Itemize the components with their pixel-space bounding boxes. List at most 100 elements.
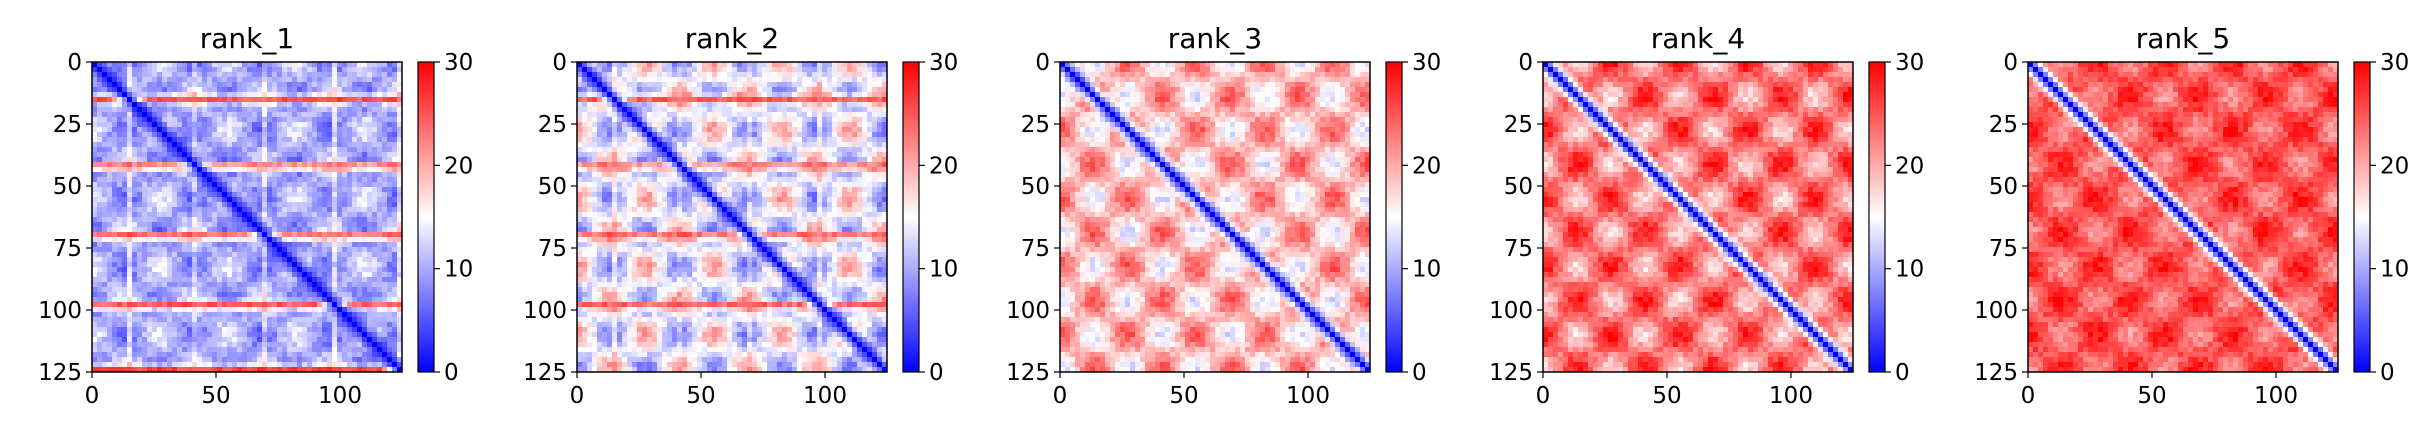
heatmap-cell: [287, 297, 293, 303]
heatmap-cell: [312, 87, 318, 93]
heatmap-cell: [352, 202, 358, 208]
heatmap-cell: [227, 287, 233, 293]
heatmap-cell: [707, 107, 713, 113]
heatmap-cell: [322, 197, 328, 203]
heatmap-cell: [122, 142, 128, 148]
heatmap-cell: [217, 237, 223, 243]
heatmap-cell: [392, 197, 398, 203]
heatmap-cell: [757, 132, 763, 138]
heatmap-cell: [192, 232, 198, 238]
heatmap-cell: [282, 127, 288, 133]
heatmap-cell: [192, 67, 198, 73]
heatmap-cell: [317, 362, 323, 368]
heatmap-cell: [242, 317, 248, 323]
heatmap-cell: [242, 232, 248, 238]
heatmap-cell: [587, 62, 593, 68]
heatmap-cell: [622, 132, 628, 138]
heatmap-cell: [242, 92, 248, 98]
heatmap-cell: [137, 342, 143, 348]
heatmap-cell: [187, 172, 193, 178]
heatmap-cell: [202, 232, 208, 238]
heatmap-cell: [332, 122, 338, 128]
heatmap-cell: [167, 102, 173, 108]
heatmap-cell: [137, 277, 143, 283]
heatmap-cell: [197, 297, 203, 303]
heatmap-cell: [832, 67, 838, 73]
heatmap-cell: [312, 367, 318, 373]
heatmap-cell: [642, 127, 648, 133]
heatmap-cell: [182, 312, 188, 318]
heatmap-cell: [212, 332, 218, 338]
heatmap-cell: [877, 97, 883, 103]
heatmap-cell: [727, 142, 733, 148]
heatmap-cell: [587, 112, 593, 118]
heatmap-cell: [177, 342, 183, 348]
heatmap-cell: [777, 92, 783, 98]
heatmap-cell: [777, 67, 783, 73]
heatmap-cell: [227, 157, 233, 163]
heatmap-cell: [312, 357, 318, 363]
heatmap-cell: [162, 132, 168, 138]
heatmap-cell: [867, 147, 873, 153]
heatmap-cell: [832, 62, 838, 68]
heatmap-cell: [397, 152, 403, 158]
heatmap-cell: [307, 142, 313, 148]
heatmap-cell: [217, 227, 223, 233]
heatmap-cell: [282, 252, 288, 258]
heatmap-cell: [697, 137, 703, 143]
heatmap-cell: [677, 62, 683, 68]
heatmap-cell: [137, 347, 143, 353]
heatmap-cell: [322, 67, 328, 73]
heatmap-cell: [592, 142, 598, 148]
heatmap-cell: [292, 97, 298, 103]
heatmap-cell: [752, 122, 758, 128]
heatmap-cell: [357, 92, 363, 98]
heatmap-cell: [742, 102, 748, 108]
heatmap-cell: [277, 117, 283, 123]
heatmap-cell: [362, 102, 368, 108]
heatmap-cell: [362, 347, 368, 353]
heatmap-cell: [707, 82, 713, 88]
heatmap-cell: [397, 202, 403, 208]
heatmap-cell: [312, 302, 318, 308]
heatmap-cell: [862, 122, 868, 128]
heatmap-cell: [302, 232, 308, 238]
heatmap-cell: [167, 352, 173, 358]
heatmap-cell: [322, 247, 328, 253]
heatmap-cell: [637, 67, 643, 73]
heatmap-cell: [362, 292, 368, 298]
heatmap-cell: [137, 237, 143, 243]
heatmap-cell: [97, 197, 103, 203]
heatmap-cell: [617, 92, 623, 98]
heatmap-cell: [382, 352, 388, 358]
heatmap-cell: [382, 207, 388, 213]
heatmap-cell: [592, 87, 598, 93]
heatmap-cell: [97, 82, 103, 88]
heatmap-cell: [107, 292, 113, 298]
heatmap-cell: [332, 167, 338, 173]
heatmap-cell: [142, 357, 148, 363]
heatmap-cell: [852, 147, 858, 153]
heatmap-cell: [237, 197, 243, 203]
heatmap-cell: [307, 77, 313, 83]
heatmap-cell: [312, 187, 318, 193]
heatmap-cell: [127, 302, 133, 308]
heatmap-cell: [397, 267, 403, 273]
heatmap-cell: [757, 67, 763, 73]
heatmap-cell: [387, 177, 393, 183]
heatmap-cell: [397, 72, 403, 78]
heatmap-cell: [202, 157, 208, 163]
heatmap-cell: [172, 292, 178, 298]
heatmap-cell: [397, 347, 403, 353]
heatmap-cell: [332, 227, 338, 233]
heatmap-cell: [317, 337, 323, 343]
heatmap-cell: [107, 262, 113, 268]
heatmap-cell: [657, 107, 663, 113]
heatmap-cell: [797, 82, 803, 88]
heatmap-cell: [357, 337, 363, 343]
heatmap-cell: [267, 357, 273, 363]
heatmap-cell: [787, 82, 793, 88]
heatmap-cell: [357, 192, 363, 198]
heatmap-cell: [152, 122, 158, 128]
heatmap-cell: [132, 257, 138, 263]
